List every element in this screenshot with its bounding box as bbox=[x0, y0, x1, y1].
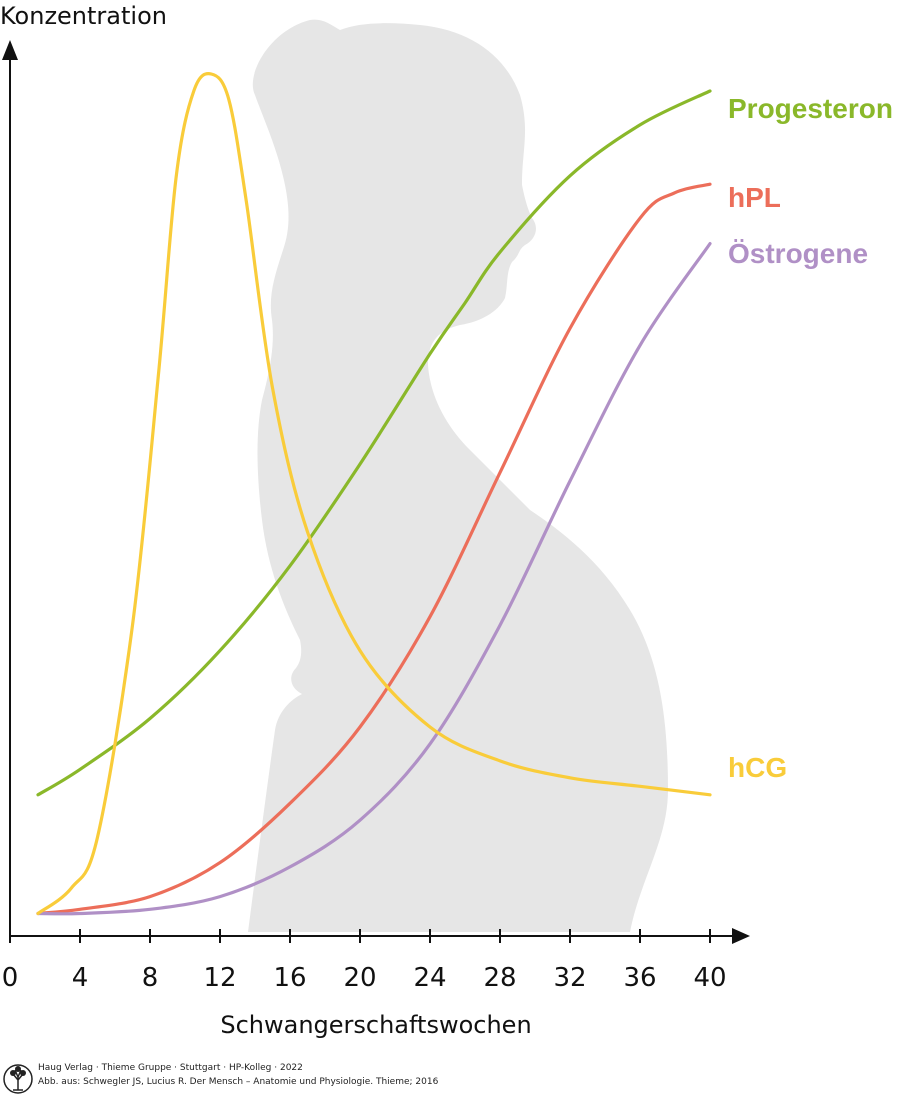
series-labels: Progesteron hPL Östrogene hCG bbox=[728, 93, 893, 783]
x-tick-label: 32 bbox=[553, 963, 586, 993]
credit-line-2: Abb. aus: Schwegler JS, Lucius R. Der Me… bbox=[38, 1077, 439, 1087]
hormone-chart: 0 4 8 12 16 20 24 28 32 36 40 Progesteron hPL Östrog… bbox=[0, 2, 893, 1039]
x-tick-label: 12 bbox=[203, 963, 236, 993]
series-label-hpl: hPL bbox=[728, 182, 781, 213]
x-axis-label: Schwangerschaftswochen bbox=[220, 1011, 531, 1039]
axes bbox=[2, 40, 750, 944]
x-tick-label: 36 bbox=[623, 963, 656, 993]
series-line--strogene bbox=[36, 242, 712, 916]
credit-line-1: Haug Verlag · Thieme Gruppe · Stuttgart … bbox=[38, 1063, 303, 1073]
tree-logo-icon bbox=[3, 1064, 33, 1094]
series-label-progesteron: Progesteron bbox=[728, 93, 893, 124]
x-tick-label: 8 bbox=[142, 963, 159, 993]
series-line-hpl bbox=[36, 182, 712, 916]
x-tick-label: 16 bbox=[273, 963, 306, 993]
x-tick-label: 28 bbox=[483, 963, 516, 993]
x-tick-label: 0 bbox=[2, 963, 19, 993]
x-tick-label: 24 bbox=[413, 963, 446, 993]
x-tick-label: 40 bbox=[693, 963, 726, 993]
x-tick-label: 4 bbox=[72, 963, 89, 993]
y-axis-arrow bbox=[2, 40, 18, 60]
series-label--strogene: Östrogene bbox=[728, 238, 868, 269]
pregnant-woman-silhouette bbox=[248, 19, 668, 933]
x-tick-label: 20 bbox=[343, 963, 376, 993]
y-axis-label: Konzentration bbox=[0, 2, 167, 30]
x-axis-arrow bbox=[732, 928, 750, 944]
x-ticks: 0 4 8 12 16 20 24 28 32 36 40 bbox=[2, 929, 727, 993]
series-line-progesteron bbox=[36, 89, 712, 797]
series-layer bbox=[36, 72, 712, 916]
series-label-hcg: hCG bbox=[728, 752, 787, 783]
series-line-hcg bbox=[36, 72, 712, 916]
